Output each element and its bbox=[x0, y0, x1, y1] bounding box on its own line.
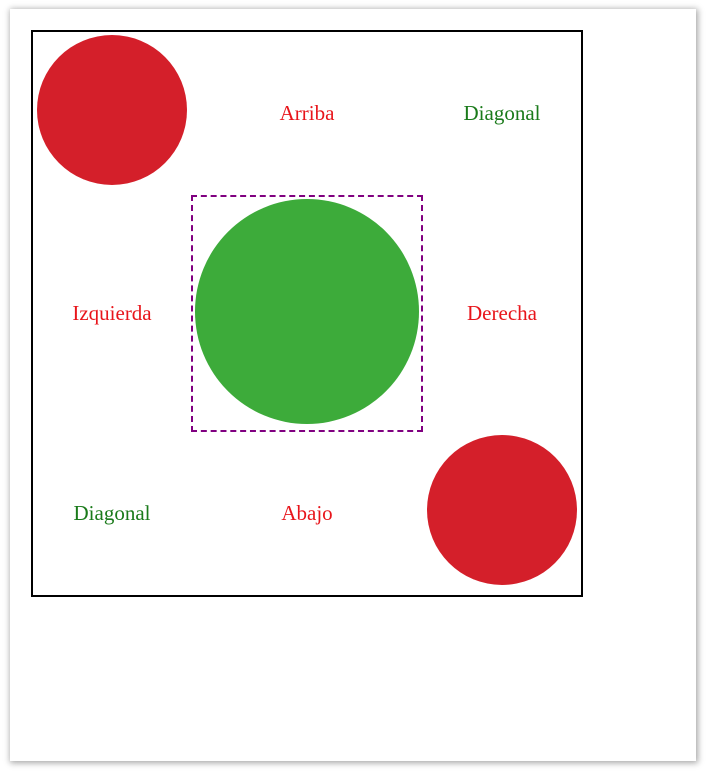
label-right: Derecha bbox=[467, 301, 537, 325]
center-dashed-box bbox=[191, 195, 423, 432]
label-left: Izquierda bbox=[72, 301, 152, 325]
grid-board: Arriba Diagonal Izquierda Derecha Diagon… bbox=[31, 30, 583, 597]
red-circle-bottom-right bbox=[427, 435, 577, 585]
green-circle-center bbox=[195, 199, 419, 424]
label-top-right-diagonal: Diagonal bbox=[463, 101, 541, 125]
label-top: Arriba bbox=[279, 101, 335, 125]
label-bottom-left-diagonal: Diagonal bbox=[73, 501, 151, 525]
label-bottom: Abajo bbox=[281, 501, 333, 525]
page-canvas: Arriba Diagonal Izquierda Derecha Diagon… bbox=[10, 9, 696, 761]
red-circle-top-left bbox=[37, 35, 187, 185]
